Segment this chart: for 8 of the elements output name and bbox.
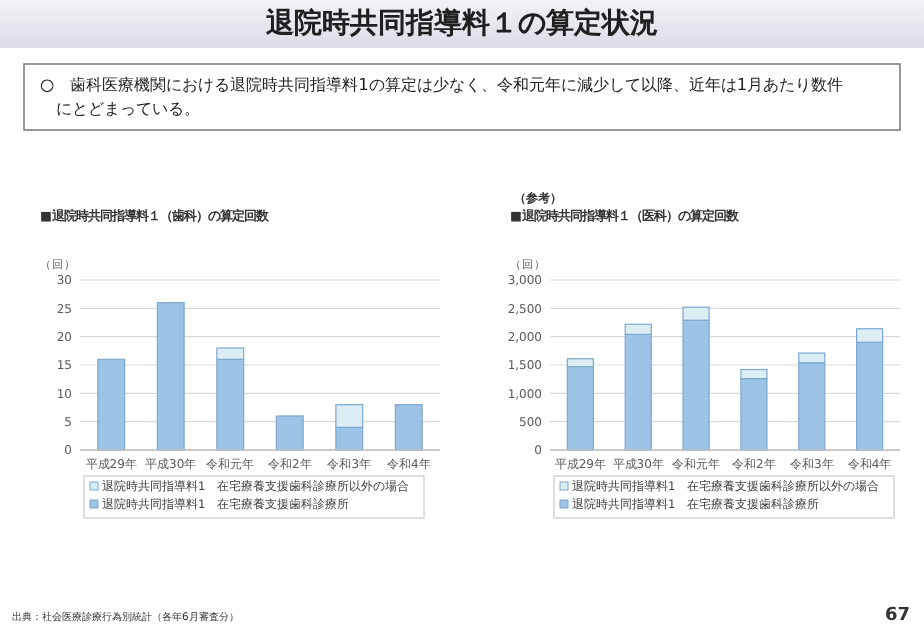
- bar: [156, 302, 185, 451]
- bar: [97, 358, 126, 451]
- bar: [394, 404, 423, 451]
- bar: [566, 366, 594, 451]
- text: 退院時共同指導料１の算定状況: [264, 6, 658, 40]
- text: ○ 歯科医療機関における退院時共同指導料1の算定は少なく、令和元年に減少して以降、近年は1月あたり数件にとどまっている。: [40, 74, 844, 118]
- text: 67: [884, 606, 910, 626]
- bar: [275, 415, 304, 451]
